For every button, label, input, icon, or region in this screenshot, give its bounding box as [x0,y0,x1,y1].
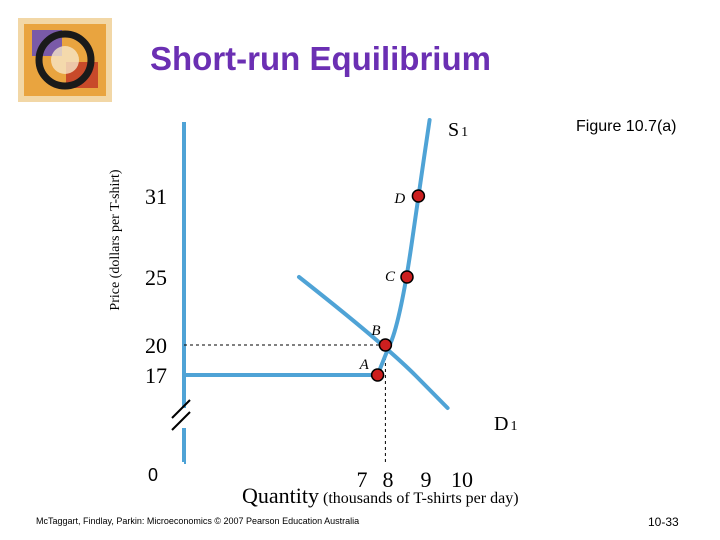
x-tick-label: 8 [383,467,394,492]
curve-d1 [297,275,450,410]
slide-title: Short-run Equilibrium [150,40,491,77]
curve-label-subscript: 1 [461,125,468,140]
curve-s1 [375,118,432,377]
y-tick-label: 20 [145,333,167,358]
y-tick-label: 25 [145,265,167,290]
slide-number: 10-33 [648,515,679,529]
x-tick-label: 10 [451,467,473,492]
axis-break-mark [171,411,191,431]
point-label-d: D [393,191,405,207]
x-axis-label: Quantity (thousands of T-shirts per day) [242,483,519,509]
y-tick-label: 31 [145,184,167,209]
point-label-b: B [371,323,380,339]
x-axis-label-main: Quantity [242,483,319,508]
textbook-logo [18,18,112,102]
point-b [378,338,393,352]
curve-label-subscript: 1 [510,419,517,434]
point-d [411,189,426,203]
x-axis-label-detail: (thousands of T-shirts per day) [323,490,519,507]
point-a [370,368,385,382]
point-label-c: C [385,269,396,285]
footer-credit: McTaggart, Findlay, Parkin: Microeconomi… [36,516,360,526]
point-label-a: A [359,357,370,373]
y-tick-label: 17 [145,363,167,388]
x-tick-label: 7 [357,467,368,492]
figure-label: Figure 10.7(a) [576,118,677,135]
axis-break-mark [171,399,191,419]
x-tick-label: 9 [421,467,432,492]
point-c [400,270,414,284]
origin-label: 0 [148,465,158,485]
